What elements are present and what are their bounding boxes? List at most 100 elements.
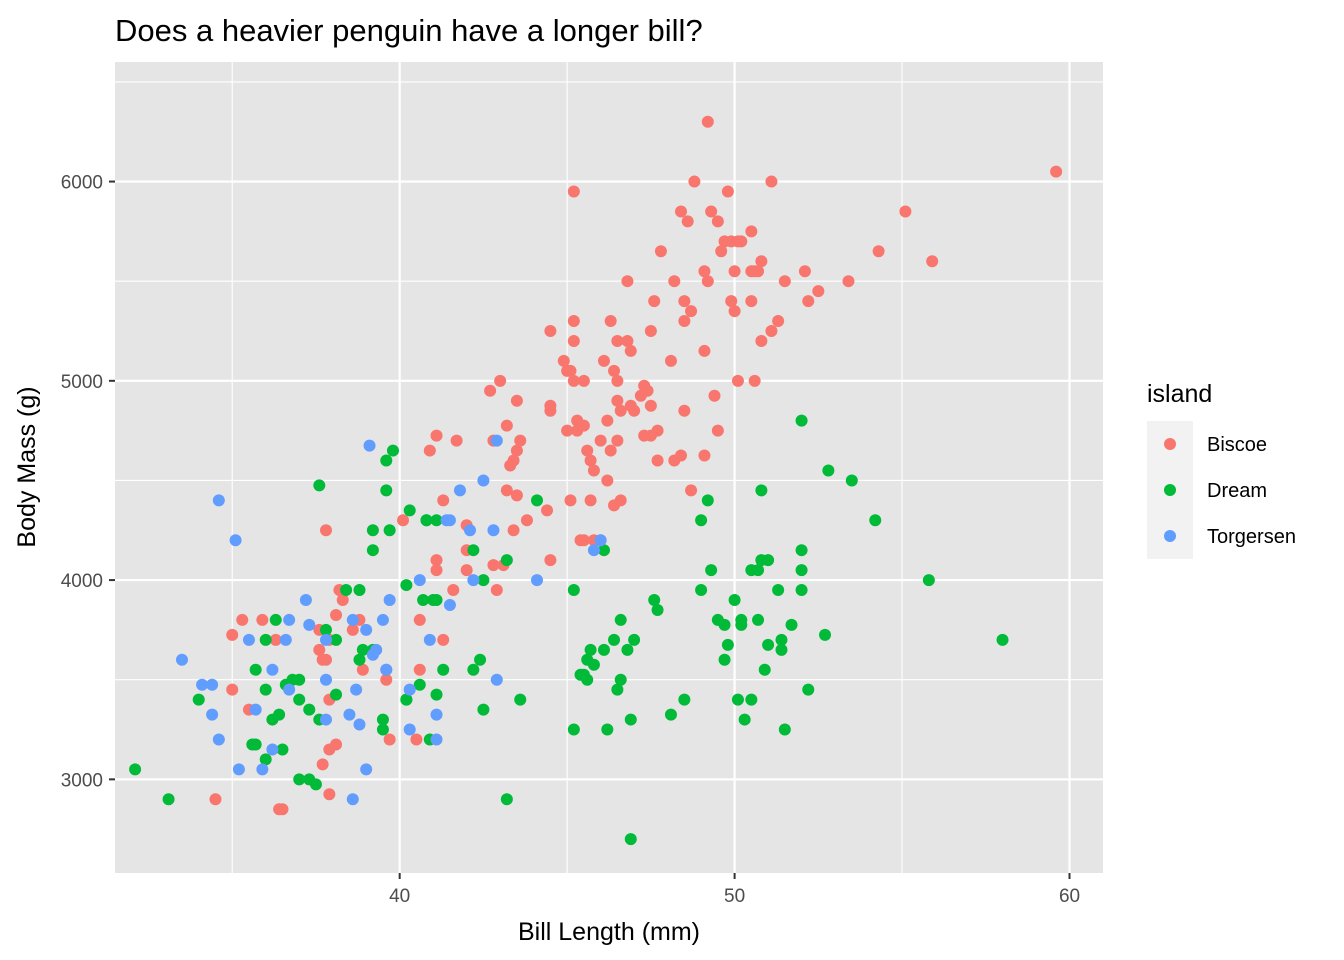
point-biscoe [705, 205, 718, 218]
point-biscoe [675, 205, 688, 218]
point-torgersen [423, 633, 436, 646]
point-dream [718, 653, 731, 666]
point-biscoe [544, 554, 557, 567]
point-dream [269, 613, 282, 626]
point-dream [597, 643, 610, 656]
point-dream [648, 594, 661, 607]
point-torgersen [413, 574, 426, 587]
point-dream [403, 504, 416, 517]
point-biscoe [604, 444, 617, 457]
point-torgersen [490, 434, 503, 447]
point-biscoe [410, 733, 423, 746]
point-biscoe [698, 344, 711, 357]
point-dream [735, 618, 748, 631]
point-biscoe [678, 404, 691, 417]
point-dream [380, 454, 393, 467]
point-dream [795, 564, 808, 577]
legend-entries: Biscoe Dream Torgersen [1147, 421, 1296, 559]
point-dream [313, 479, 326, 492]
point-dream [721, 638, 734, 651]
point-dream [651, 603, 664, 616]
point-biscoe [510, 394, 523, 407]
point-dream [567, 723, 580, 736]
point-dream [500, 793, 513, 806]
x-tick-label: 40 [389, 886, 410, 907]
point-dream [259, 753, 272, 766]
point-biscoe [748, 374, 761, 387]
point-dream [500, 554, 513, 567]
point-dream [467, 663, 480, 676]
point-biscoe [594, 434, 607, 447]
point-dream [376, 713, 389, 726]
point-dream [745, 693, 758, 706]
point-torgersen [353, 718, 366, 731]
point-biscoe [668, 275, 681, 288]
point-biscoe [587, 464, 600, 477]
point-dream [752, 564, 765, 577]
point-dream [785, 618, 798, 631]
data-points [129, 115, 1063, 846]
point-dream [581, 653, 594, 666]
point-biscoe [842, 275, 855, 288]
point-biscoe [772, 315, 785, 328]
point-biscoe [520, 514, 533, 527]
point-biscoe [899, 205, 912, 218]
point-torgersen [490, 673, 503, 686]
point-dream [366, 524, 379, 537]
point-torgersen [360, 623, 373, 636]
point-dream [420, 514, 433, 527]
point-biscoe [601, 474, 614, 487]
point-biscoe [544, 325, 557, 338]
point-biscoe [664, 354, 677, 367]
point-biscoe [316, 758, 329, 771]
chart-title: Does a heavier penguin have a longer bil… [115, 13, 703, 48]
point-biscoe [577, 534, 590, 547]
point-dream [192, 693, 205, 706]
point-biscoe [269, 633, 282, 646]
point-biscoe [765, 325, 778, 338]
point-biscoe [487, 559, 500, 572]
point-torgersen [343, 708, 356, 721]
point-biscoe [319, 653, 332, 666]
point-dream [366, 544, 379, 557]
point-biscoe [725, 295, 738, 308]
point-biscoe [276, 803, 289, 816]
point-torgersen [370, 643, 383, 656]
point-biscoe [330, 608, 343, 621]
point-dream [249, 738, 262, 751]
point-dream [383, 524, 396, 537]
point-dream [775, 633, 788, 646]
point-dream [755, 484, 768, 497]
point-torgersen [303, 618, 316, 631]
y-axis-title: Body Mass (g) [13, 386, 41, 547]
point-dream [340, 584, 353, 597]
point-biscoe [728, 305, 741, 318]
point-torgersen [196, 678, 209, 691]
point-biscoe [668, 454, 681, 467]
point-dream [601, 723, 614, 736]
point-biscoe [752, 265, 765, 278]
point-biscoe [644, 325, 657, 338]
x-axis-ticks: 40 50 60 [389, 873, 1080, 907]
legend-key-torgersen [1164, 530, 1176, 542]
point-dream [376, 723, 389, 736]
point-biscoe [236, 613, 249, 626]
y-tick-label: 5000 [61, 372, 103, 393]
point-biscoe [567, 185, 580, 198]
point-dream [695, 514, 708, 527]
point-dream [705, 564, 718, 577]
point-biscoe [731, 374, 744, 387]
point-biscoe [561, 424, 574, 437]
point-torgersen [232, 763, 245, 776]
point-torgersen [477, 474, 490, 487]
legend: island Biscoe Dream Torgersen [1147, 380, 1296, 559]
point-dream [762, 638, 775, 651]
point-dream [996, 633, 1009, 646]
point-biscoe [584, 494, 597, 507]
point-biscoe [500, 419, 513, 432]
point-biscoe [319, 524, 332, 537]
point-biscoe [681, 215, 694, 228]
point-dream [319, 623, 332, 636]
point-biscoe [226, 683, 239, 696]
point-dream [430, 688, 443, 701]
